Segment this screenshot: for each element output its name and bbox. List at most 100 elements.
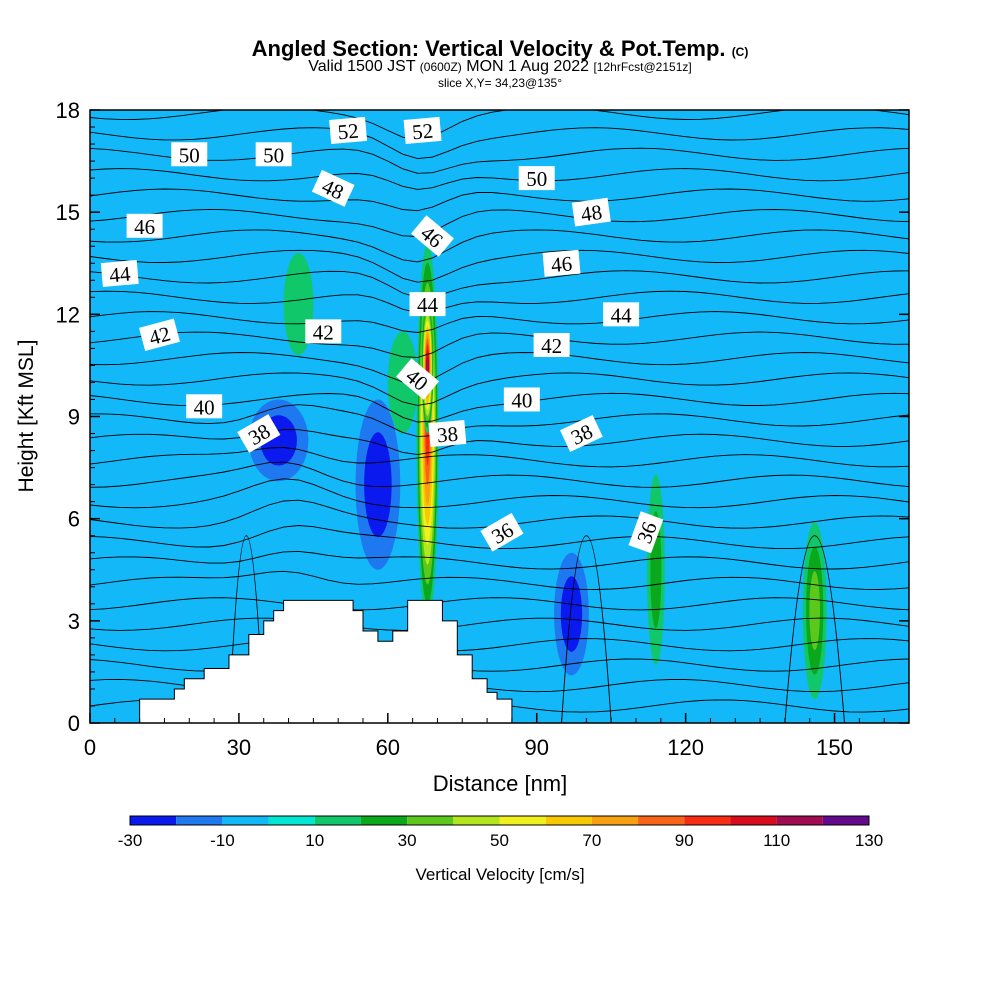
theta-label-box xyxy=(396,358,440,400)
velocity-blob xyxy=(364,432,392,538)
chart-subtitle: Valid 1500 JST (0600Z) MON 1 Aug 2022 [1… xyxy=(308,58,692,75)
theta-label: 40 xyxy=(186,394,223,419)
colorbar-segment xyxy=(130,816,177,825)
isentrope-line xyxy=(90,392,909,423)
theta-label-text: 48 xyxy=(579,200,603,227)
isentrope-line xyxy=(90,110,909,141)
theta-label-text: 44 xyxy=(108,262,132,288)
theta-label: 44 xyxy=(100,259,139,288)
isentrope-line xyxy=(90,270,909,299)
theta-label-text: 38 xyxy=(436,422,459,448)
terrain-profile xyxy=(139,599,513,723)
colorbar-segment xyxy=(545,816,592,825)
colorbar-segment xyxy=(776,816,823,825)
slice-label: slice X,Y= 34,23@135° xyxy=(437,76,563,90)
isentrope-line xyxy=(90,249,909,283)
isentrope-line xyxy=(90,550,909,570)
x-tick-label: 150 xyxy=(816,735,853,760)
x-axis-label: Distance [nm] xyxy=(433,771,568,796)
isentrope-line xyxy=(90,168,909,190)
theta-label: 44 xyxy=(603,302,640,327)
x-tick-label: 0 xyxy=(84,735,96,760)
isentrope-line xyxy=(561,535,612,723)
theta-label: 42 xyxy=(305,319,342,344)
theta-label: 40 xyxy=(503,387,540,412)
x-tick-label: 30 xyxy=(227,735,251,760)
theta-label-box xyxy=(409,292,446,317)
theta-label-text: 52 xyxy=(337,119,360,145)
isentrope-line xyxy=(90,331,909,358)
y-tick-label: 18 xyxy=(56,98,80,123)
theta-label-box xyxy=(571,197,611,227)
isentrope-line xyxy=(90,478,909,509)
x-tick-label: 90 xyxy=(524,735,548,760)
isentrope-line xyxy=(90,147,909,174)
colorbar-tick-label: 50 xyxy=(490,831,509,850)
y-tick-label: 3 xyxy=(68,609,80,634)
isentrope-line xyxy=(90,429,909,456)
theta-label-box xyxy=(560,415,603,453)
theta-label-box xyxy=(100,259,139,287)
y-tick-label: 12 xyxy=(56,302,80,327)
theta-label-box xyxy=(410,215,454,257)
theta-label-box xyxy=(533,332,570,357)
colorbar-segment xyxy=(176,816,223,825)
colorbar-segment xyxy=(591,816,639,825)
colorbar-segment xyxy=(453,816,500,825)
isentrope-line xyxy=(90,372,909,406)
theta-label-text: 50 xyxy=(263,143,284,167)
theta-contours xyxy=(90,110,909,723)
colorbar-tick-label: -30 xyxy=(118,831,143,850)
colorbar-tick-label: 70 xyxy=(582,831,601,850)
x-tick-label: 120 xyxy=(667,735,704,760)
colorbar-segment xyxy=(268,816,315,825)
colorbar-tick-label: 10 xyxy=(305,831,324,850)
colorbar-frame xyxy=(129,815,870,826)
y-tick-label: 6 xyxy=(68,507,80,532)
colorbar-segment xyxy=(730,816,777,825)
colorbar-segment xyxy=(222,816,269,825)
isentrope-line xyxy=(90,525,909,550)
theta-label-box xyxy=(126,213,163,238)
colorbar-label: Vertical Velocity [cm/s] xyxy=(415,865,584,884)
colorbar-tick-label: -10 xyxy=(210,831,235,850)
theta-label: 38 xyxy=(428,420,467,448)
theta-label-text: 40 xyxy=(194,395,215,419)
theta-label-text: 46 xyxy=(134,215,155,239)
theta-label: 48 xyxy=(571,197,611,227)
theta-label-box xyxy=(480,512,524,552)
theta-label-text: 44 xyxy=(417,293,439,317)
isentrope-line xyxy=(90,617,909,631)
colorbar-segment xyxy=(638,816,685,825)
theta-label-text: 42 xyxy=(313,320,334,344)
theta-label-box xyxy=(138,318,180,352)
isentrope-line xyxy=(90,638,909,652)
colorbar-segment xyxy=(314,816,361,825)
isentrope-line xyxy=(90,461,909,488)
colorbar-segment xyxy=(684,816,731,825)
isentrope-line xyxy=(90,127,909,160)
theta-label-text: 42 xyxy=(541,334,562,358)
theta-label-box xyxy=(403,116,442,144)
theta-label: 52 xyxy=(403,116,442,144)
theta-label: 52 xyxy=(329,116,368,145)
isentrope-line xyxy=(90,290,909,314)
isentrope-line xyxy=(784,535,845,723)
theta-label: 46 xyxy=(126,213,163,239)
theta-label-box xyxy=(305,319,342,344)
theta-label-text: 44 xyxy=(611,303,633,327)
theta-label-text: 50 xyxy=(179,143,200,167)
isentrope-line xyxy=(90,229,909,263)
theta-label-box xyxy=(628,511,664,554)
theta-label: 46 xyxy=(542,249,581,277)
theta-label-box xyxy=(171,142,208,167)
isentrope-line xyxy=(90,447,909,468)
isentrope-line xyxy=(90,208,909,237)
y-tick-label: 0 xyxy=(68,711,80,736)
isentrope-line xyxy=(90,404,909,438)
colorbar-tick-label: 110 xyxy=(763,831,790,850)
colorbar-tick-label: 30 xyxy=(398,831,417,850)
theta-label-text: 50 xyxy=(526,167,547,191)
